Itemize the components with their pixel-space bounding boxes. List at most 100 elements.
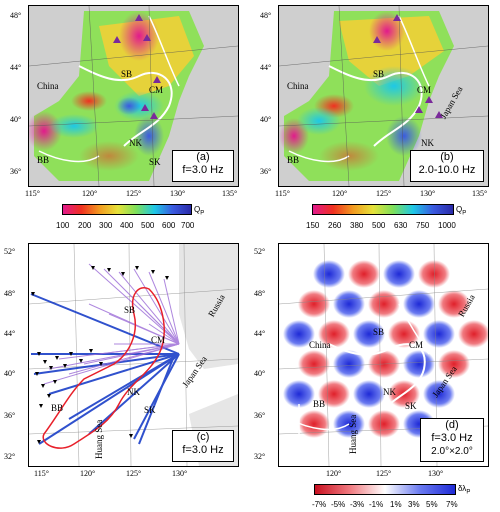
panel-a-cb-tick-6: 700 [181,221,195,230]
panel-a-lat-44: 44° [10,63,22,72]
panel-c-lat-36: 36° [4,411,16,420]
panel-b-cb-tick-2: 380 [350,221,364,230]
panel-d-label-sb: SB [373,327,385,337]
panel-b-freq: 2.0-10.0 Hz [418,164,476,176]
panel-d-label-huang: Huang Sea [348,414,358,454]
panel-a-freq: f=3.0 Hz [182,164,224,176]
panel-c-letter: (c) [196,431,210,443]
panel-a-label-china: China [37,81,59,91]
panel-b-label-sb: SB [373,69,385,79]
panel-c-label-sk: SK [144,405,156,415]
panel-a-qp-image [29,6,238,186]
panel-d-lon-130: 130° [428,469,444,478]
panel-a-cb-tick-0: 100 [56,221,70,230]
panel-a-colorbar [62,204,192,215]
panel-b-lat-40: 40° [260,115,272,124]
panel-b-cb-unit: QP [456,205,467,217]
panel-d-cb-unit: δλP [458,484,471,496]
panel-c-label-bb: BB [51,403,64,413]
panel-a-lon-135: 135° [222,189,238,198]
panel-b-label-bb: BB [287,155,300,165]
panel-b-info-box: (b) 2.0-10.0 Hz [410,150,484,182]
panel-c-label-nk: NK [127,387,140,397]
panel-d-label-cm: CM [409,340,424,350]
panel-a-lat-48: 48° [10,11,22,20]
panel-b-cb-tick-0: 150 [306,221,320,230]
panel-d-lon-125: 125° [376,469,392,478]
panel-d-map: China SB CM NK SK BB Huang Sea Japan Sea… [278,243,489,467]
panel-b-cb-tick-5: 750 [416,221,430,230]
panel-b-cb-tick-1: 260 [328,221,342,230]
panel-d-cb-tick-6: 5% [426,500,438,509]
panel-b-map: China SB CM NK SK BB Japan Sea (b) 2.0-1… [278,5,489,187]
panel-a: China SB CM NK SK BB (a) f=3.0 Hz 48° 44… [0,0,250,240]
panel-d-cb-tick-7: 7% [446,500,458,509]
panel-a-lon-115: 115° [25,189,40,198]
panel-b-lat-48: 48° [260,11,272,20]
panel-a-label-sb: SB [121,69,133,79]
panel-b-colorbar [312,204,454,215]
panel-b-lat-36: 36° [260,167,272,176]
panel-a-lon-125: 125° [126,189,142,198]
panel-b-letter: (b) [440,151,454,163]
panel-d-grid: 2.0°×2.0° [431,446,473,457]
panel-a-cb-unit: QP [194,205,205,217]
panel-b-label-cm: CM [417,85,432,95]
panel-a-label-nk: NK [129,138,142,148]
panel-c: SB CM NK SK BB Huang Sea Japan Sea Russi… [0,240,250,512]
panel-c-lat-32: 32° [4,452,16,461]
panel-d-lat-32: 32° [254,452,266,461]
panel-b-lon-135: 135° [472,189,488,198]
panel-b-lon-115: 115° [275,189,290,198]
panel-b-lon-125: 125° [376,189,392,198]
panel-a-label-cm: CM [149,85,164,95]
panel-d-lat-52: 52° [254,247,266,256]
panel-d-lat-36: 36° [254,411,266,420]
panel-b-lon-120: 120° [332,189,348,198]
panel-c-lat-48: 48° [4,289,16,298]
panel-c-freq: f=3.0 Hz [182,444,224,456]
panel-c-label-sb: SB [124,305,136,315]
panel-a-label-bb: BB [37,155,50,165]
panel-d-cb-tick-5: 3% [408,500,420,509]
panel-c-label-cm: CM [151,335,166,345]
panel-a-cb-tick-4: 500 [141,221,155,230]
panel-c-lon-125: 125° [126,469,142,478]
panel-d: China SB CM NK SK BB Huang Sea Japan Sea… [250,240,500,512]
panel-d-label-sk: SK [405,401,417,411]
panel-d-cb-tick-2: -3% [350,500,365,509]
panel-d-freq: f=3.0 Hz [431,432,473,444]
panel-b-cb-tick-3: 500 [372,221,386,230]
panel-a-cb-tick-2: 300 [99,221,113,230]
panel-a-lat-36: 36° [10,167,22,176]
panel-d-lat-44: 44° [254,329,266,338]
panel-d-letter: (d) [445,419,459,431]
panel-c-lat-52: 52° [4,247,16,256]
panel-a-map: China SB CM NK SK BB (a) f=3.0 Hz [28,5,239,187]
panel-d-info-box: (d) f=3.0 Hz 2.0°×2.0° [420,418,484,462]
panel-a-info-box: (a) f=3.0 Hz [172,150,234,182]
panel-d-label-china: China [309,340,331,350]
panel-c-lat-40: 40° [4,369,16,378]
panel-a-lon-130: 130° [170,189,186,198]
panel-b-cb-tick-4: 630 [394,221,408,230]
panel-d-colorbar [314,484,456,495]
panel-d-label-nk: NK [383,387,396,397]
panel-b-lat-44: 44° [260,63,272,72]
panel-a-letter: (a) [196,151,210,163]
panel-c-label-huang: Huang Sea [94,419,104,459]
panel-b: China SB CM NK SK BB Japan Sea (b) 2.0-1… [250,0,500,240]
panel-a-lat-40: 40° [10,115,22,124]
panel-c-lon-115: 115° [34,469,49,478]
panel-d-lat-48: 48° [254,289,266,298]
panel-d-lat-40: 40° [254,369,266,378]
panel-b-label-china: China [287,81,309,91]
panel-c-info-box: (c) f=3.0 Hz [172,430,234,462]
panel-a-label-sk: SK [149,157,161,167]
panel-c-lat-44: 44° [4,329,16,338]
panel-b-label-nk: NK [421,138,434,148]
panel-b-cb-tick-6: 1000 [438,221,456,230]
panel-d-label-bb: BB [313,399,326,409]
panel-d-cb-tick-1: -5% [331,500,346,509]
panel-d-cb-tick-0: -7% [312,500,327,509]
